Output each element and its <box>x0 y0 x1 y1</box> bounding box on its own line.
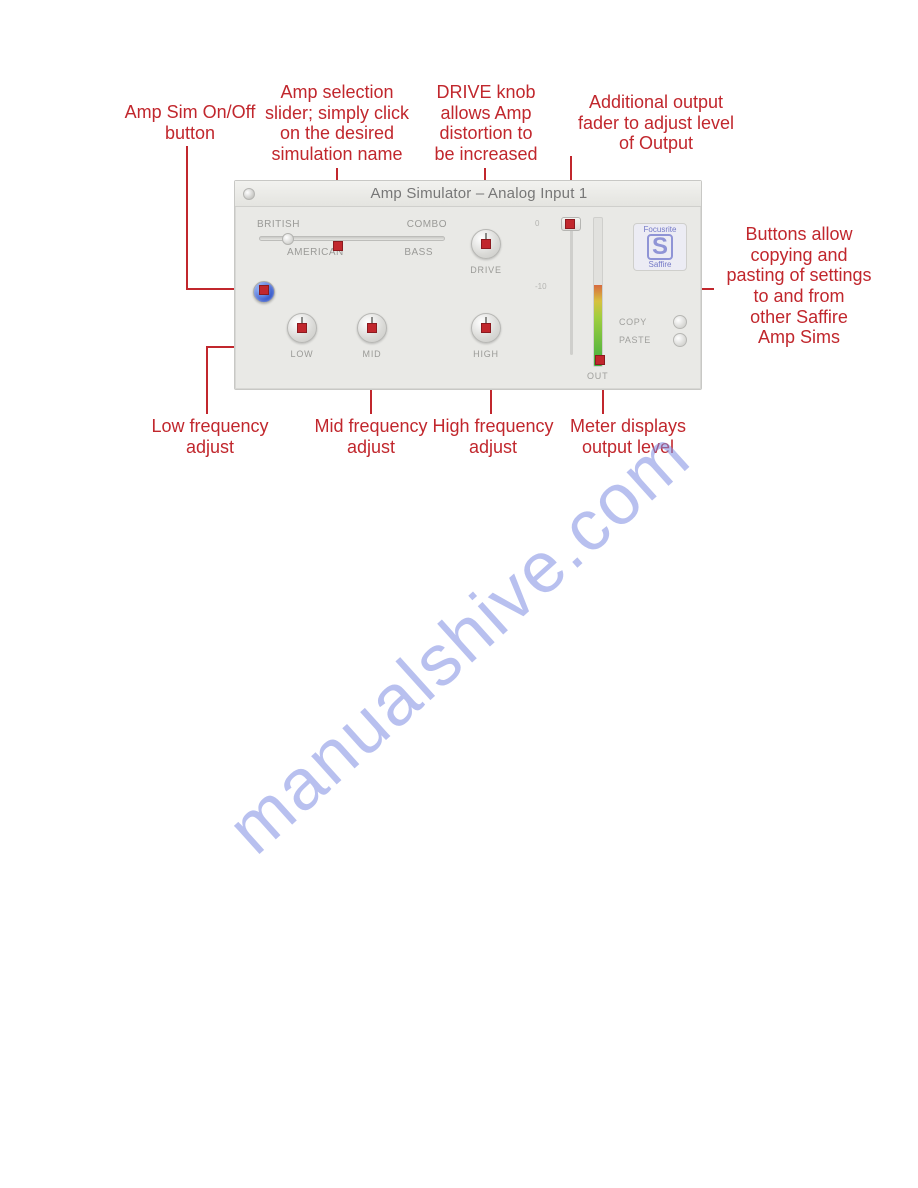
amp-label-bass: BASS <box>404 247 447 258</box>
output-meter <box>593 217 603 367</box>
mid-label: MID <box>363 349 382 359</box>
watermark-text: manualshive.com <box>212 414 706 870</box>
callout-meter: Meter displays output level <box>548 416 708 457</box>
panel-body: BRITISH COMBO AMERICAN BASS DRIVE LOW <box>235 207 701 389</box>
amp-selection-slider[interactable]: BRITISH COMBO AMERICAN BASS <box>257 219 447 258</box>
copy-row: COPY <box>619 315 687 329</box>
callout-high: High frequency adjust <box>418 416 568 457</box>
focusrite-logo: Focusrite S Saffire <box>633 223 687 271</box>
amp-simulator-panel: Amp Simulator – Analog Input 1 BRITISH C… <box>234 180 702 390</box>
callout-drive: DRIVE knob allows Amp distortion to be i… <box>416 82 556 165</box>
fader-scale-10: -10 <box>535 282 547 291</box>
amp-label-british: BRITISH <box>257 219 300 230</box>
leader-low-v1 <box>206 346 208 414</box>
marker-low <box>297 323 307 333</box>
amp-label-combo: COMBO <box>407 219 447 230</box>
copy-button[interactable] <box>673 315 687 329</box>
logo-text-bottom: Saffire <box>649 260 672 269</box>
callout-outfader: Additional output fader to adjust level … <box>556 92 756 154</box>
callout-copypaste: Buttons allow copying and pasting of set… <box>714 224 884 348</box>
high-label: HIGH <box>473 349 499 359</box>
window-close-icon[interactable] <box>243 188 255 200</box>
marker-drive <box>481 239 491 249</box>
panel-title: Amp Simulator – Analog Input 1 <box>265 185 693 202</box>
panel-titlebar: Amp Simulator – Analog Input 1 <box>235 181 701 207</box>
out-label: OUT <box>587 371 608 381</box>
callout-low: Low frequency adjust <box>130 416 290 457</box>
marker-high <box>481 323 491 333</box>
leader-copypaste-h <box>702 288 714 290</box>
meter-fill <box>594 285 602 366</box>
copy-label: COPY <box>619 317 647 327</box>
marker-meter <box>595 355 605 365</box>
amp-slider-track[interactable] <box>259 236 445 241</box>
marker-mid <box>367 323 377 333</box>
fader-scale-0: 0 <box>535 219 547 228</box>
paste-label: PASTE <box>619 335 651 345</box>
logo-s-icon: S <box>647 234 673 260</box>
amp-label-american: AMERICAN <box>257 247 344 258</box>
marker-ampsel <box>333 241 343 251</box>
paste-row: PASTE <box>619 333 687 347</box>
fader-track[interactable] <box>570 221 573 355</box>
callout-ampsel: Amp selection slider; simply click on th… <box>252 82 422 165</box>
output-fader[interactable]: 0 -10 <box>559 213 583 363</box>
marker-outfader <box>565 219 575 229</box>
amp-slider-thumb[interactable] <box>282 233 294 245</box>
marker-onoff <box>259 285 269 295</box>
paste-button[interactable] <box>673 333 687 347</box>
low-label: LOW <box>291 349 314 359</box>
page: Amp Sim On/Off button Amp selection slid… <box>0 0 918 1188</box>
drive-label: DRIVE <box>470 265 502 275</box>
leader-onoff-v <box>186 146 188 288</box>
